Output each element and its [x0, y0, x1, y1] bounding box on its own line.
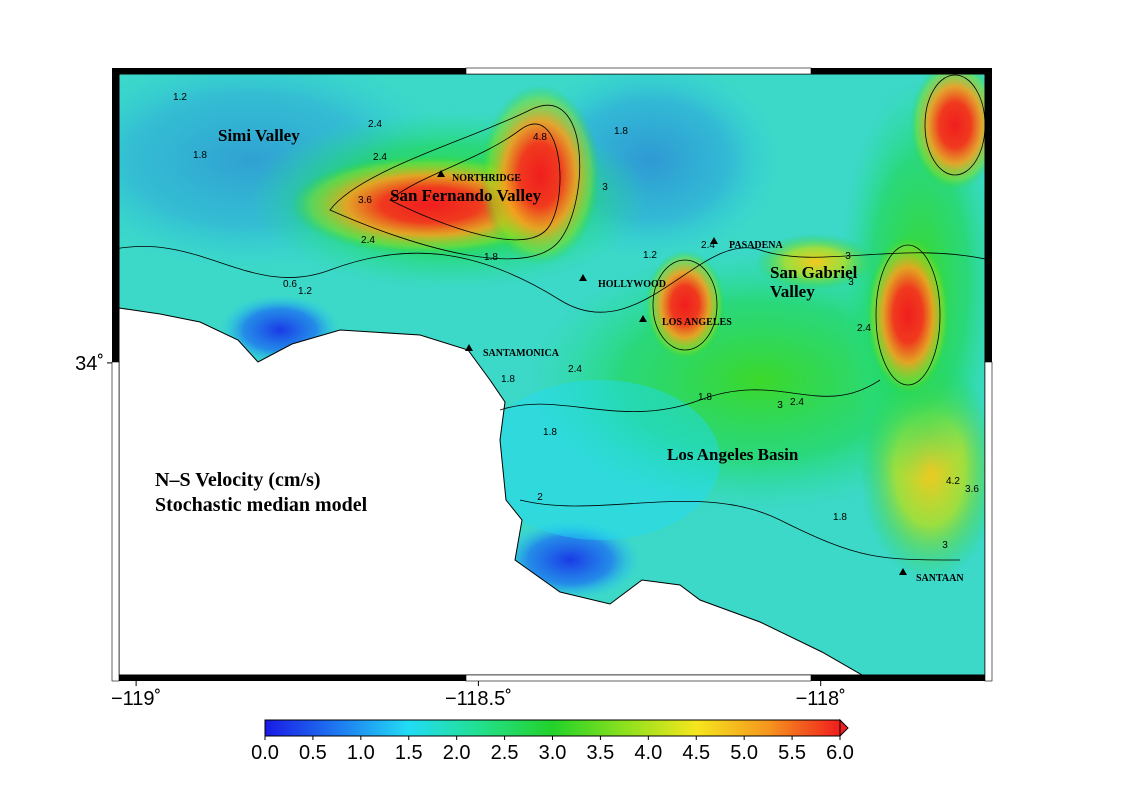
- colorbar-tick-label: 3.5: [587, 742, 615, 764]
- colorbar-tick-label: 4.5: [682, 742, 710, 764]
- place-label: SANTAAN: [916, 573, 964, 584]
- contour-line: [924, 74, 985, 176]
- field: [910, 74, 985, 190]
- contour-label: 2.4: [368, 119, 382, 130]
- contour-label: 1.2: [643, 250, 657, 261]
- frame-segment: [811, 68, 992, 74]
- field: [645, 250, 725, 360]
- field: [480, 380, 720, 540]
- frame-segment: [465, 674, 812, 682]
- field: [866, 235, 950, 395]
- frame-segment: [111, 361, 120, 682]
- contour-label: 4.8: [533, 132, 547, 143]
- place-label: Simi Valley: [218, 126, 300, 145]
- contour-label: 2.4: [568, 364, 582, 375]
- colorbar-tick-label: 2.5: [491, 742, 519, 764]
- contour-label: 1.8: [501, 374, 515, 385]
- colorbar-tick-label: 5.0: [730, 742, 758, 764]
- contour-label: 1.8: [698, 392, 712, 403]
- contour-label: 0.6: [283, 279, 297, 290]
- contour-label: 3: [848, 277, 854, 288]
- place-label: NORTHRIDGE: [452, 173, 521, 184]
- contour-label: 3.6: [965, 484, 979, 495]
- place-label: San Fernando Valley: [390, 186, 542, 205]
- contour-label: 3: [777, 400, 783, 411]
- frame-segment: [985, 68, 992, 362]
- place-label: Los Angeles Basin: [667, 445, 799, 464]
- colorbar-tick-label: 1.0: [347, 742, 375, 764]
- colorbar-extension: [839, 718, 849, 738]
- map-frame: [111, 67, 993, 682]
- x-tick-label: −118˚: [796, 688, 846, 710]
- colorbar-tick-label: 4.0: [634, 742, 662, 764]
- frame-segment: [465, 67, 812, 75]
- colorbar: [264, 719, 841, 737]
- contour-line: [389, 123, 561, 241]
- contour-label: 3: [602, 182, 608, 193]
- contour-label: 2.4: [701, 240, 715, 251]
- field: [755, 234, 875, 290]
- x-tick-label: −119˚: [111, 688, 161, 710]
- ocean: [119, 307, 864, 675]
- contour-line: [519, 499, 961, 561]
- contour-label: 1.8: [193, 150, 207, 161]
- map-title: N–S Velocity (cm/s): [155, 469, 321, 491]
- frame-segment: [112, 675, 466, 681]
- contour-label: 4.2: [946, 476, 960, 487]
- contour-label: 2: [537, 492, 543, 503]
- contour-label: 1.2: [173, 92, 187, 103]
- contour-line: [119, 245, 985, 313]
- contour-label: 2.4: [857, 323, 871, 334]
- map-title: Stochastic median model: [155, 494, 368, 516]
- map-area: [119, 74, 985, 675]
- contour-label: 3.6: [358, 195, 372, 206]
- contour-label: 1.2: [298, 286, 312, 297]
- contour-line: [652, 259, 718, 351]
- place-label: Valley: [770, 282, 815, 301]
- frame-segment: [112, 68, 466, 74]
- colorbar-tick-label: 6.0: [826, 742, 854, 764]
- place-label: San Gabriel: [770, 263, 858, 282]
- contour-label: 2.4: [361, 235, 375, 246]
- colorbar-tick-label: 3.0: [539, 742, 567, 764]
- contour-label: 2.4: [373, 152, 387, 163]
- contour-label: 1.8: [833, 512, 847, 523]
- colorbar-tick-label: 5.5: [778, 742, 806, 764]
- contour-label: 1.8: [543, 427, 557, 438]
- y-tick-label: 34˚: [75, 353, 104, 375]
- place-label: SANTAMONICA: [483, 348, 560, 359]
- contour-line: [499, 379, 881, 412]
- contour-label: 1.8: [484, 252, 498, 263]
- overlay: −119˚ −118.5˚ −118˚34˚1.22.42.41.83.64.832…: [75, 92, 979, 764]
- colorbar-tick-label: 0.5: [299, 742, 327, 764]
- colorbar-tick-label: 1.5: [395, 742, 423, 764]
- field: [480, 85, 600, 265]
- colorbar-tick-label: 0.0: [251, 742, 279, 764]
- contour-line: [329, 104, 581, 260]
- contour-label: 3: [942, 540, 948, 551]
- contour-label: 1.8: [614, 126, 628, 137]
- contour-label: 3: [845, 251, 851, 262]
- place-label: PASADENA: [729, 240, 783, 251]
- contour-label: 2.4: [790, 397, 804, 408]
- frame-segment: [984, 361, 993, 682]
- x-tick-label: −118.5˚: [445, 688, 512, 710]
- place-label: HOLLYWOOD: [598, 279, 666, 290]
- frame-segment: [811, 675, 992, 681]
- frame-segment: [112, 68, 119, 362]
- colorbar-tick-label: 2.0: [443, 742, 471, 764]
- contour-line: [875, 244, 941, 386]
- place-label: LOS ANGELES: [662, 317, 732, 328]
